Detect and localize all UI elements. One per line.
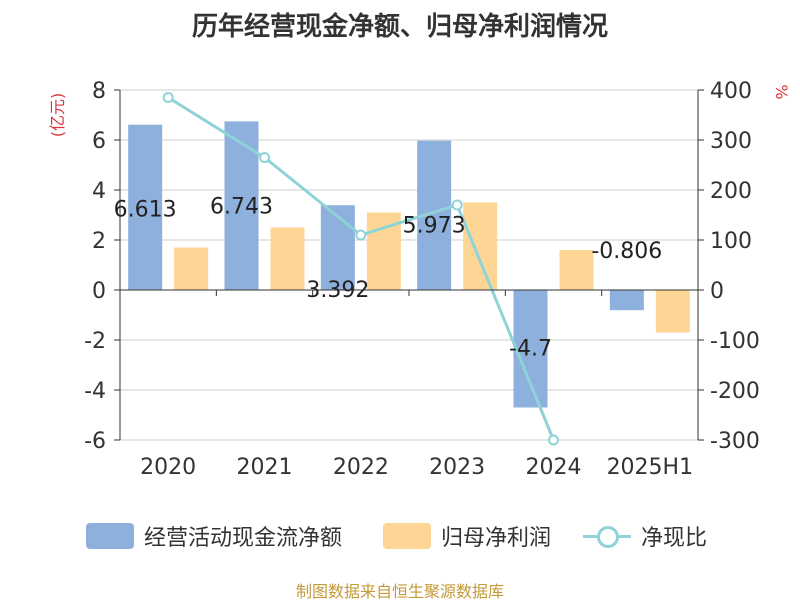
left-tick-label: 4 (92, 179, 106, 204)
data-label-cash: 6.613 (114, 198, 177, 223)
point-ratio (162, 92, 174, 103)
legend-item-profit[interactable]: 归母净利润 (383, 520, 551, 552)
left-tick-label: 6 (92, 129, 106, 154)
legend-label-cash: 经营活动现金流净额 (144, 526, 343, 551)
right-tick-label: -300 (710, 429, 760, 454)
point-ratio (451, 199, 463, 211)
right-tick-label: -100 (710, 329, 760, 354)
right-tick-label: 200 (710, 179, 752, 204)
left-tick-label: 0 (92, 279, 106, 304)
point-ratio (355, 229, 367, 241)
bar-profit (270, 227, 305, 290)
category-label: 2024 (526, 455, 582, 480)
legend-item-cash[interactable]: 经营活动现金流净额 (86, 520, 342, 552)
data-label-cash: -4.7 (509, 337, 552, 362)
legend: 经营活动现金流净额 归母净利润 净现比 (0, 520, 800, 552)
bar-cash (128, 124, 163, 290)
category-label: 2025H1 (607, 455, 694, 480)
legend-swatch-ratio (583, 523, 631, 549)
point-ratio (259, 152, 270, 163)
category-label: 2020 (140, 455, 196, 480)
right-tick-label: 300 (710, 129, 752, 154)
right-axis-unit: % (772, 84, 791, 99)
bar-profit (559, 250, 594, 290)
bar-profit (463, 202, 498, 290)
category-label: 2021 (237, 455, 293, 480)
legend-swatch-cash (86, 523, 134, 549)
category-label: 2023 (429, 455, 485, 480)
legend-item-ratio[interactable]: 净现比 (583, 520, 707, 552)
left-tick-label: -4 (84, 379, 106, 404)
left-tick-label: 2 (92, 229, 106, 254)
data-label-cash: 6.743 (210, 194, 273, 219)
right-tick-label: 400 (710, 79, 752, 104)
legend-swatch-profit (383, 523, 431, 549)
source-note: 制图数据来自恒生聚源数据库 (295, 582, 504, 601)
bar-profit (655, 290, 690, 333)
bar-cash (320, 205, 355, 290)
left-tick-label: -6 (84, 429, 106, 454)
right-tick-label: -200 (710, 379, 760, 404)
legend-label-profit: 归母净利润 (441, 526, 552, 551)
bar-cash (609, 290, 644, 311)
right-tick-label: 0 (710, 279, 724, 304)
data-label-cash: 5.973 (403, 214, 466, 239)
category-label: 2022 (333, 455, 389, 480)
legend-label-ratio: 净现比 (641, 526, 708, 551)
left-tick-label: 8 (92, 79, 106, 104)
bar-cash (513, 290, 548, 408)
data-label-cash: 3.392 (306, 278, 369, 303)
right-tick-label: 100 (710, 229, 752, 254)
bar-profit (174, 247, 209, 290)
data-label-cash: -0.806 (591, 239, 662, 264)
point-ratio (548, 434, 559, 446)
left-axis-unit: (亿元) (48, 93, 67, 138)
chart-title: 历年经营现金净额、归母净利润情况 (191, 12, 608, 42)
left-tick-label: -2 (84, 329, 106, 354)
